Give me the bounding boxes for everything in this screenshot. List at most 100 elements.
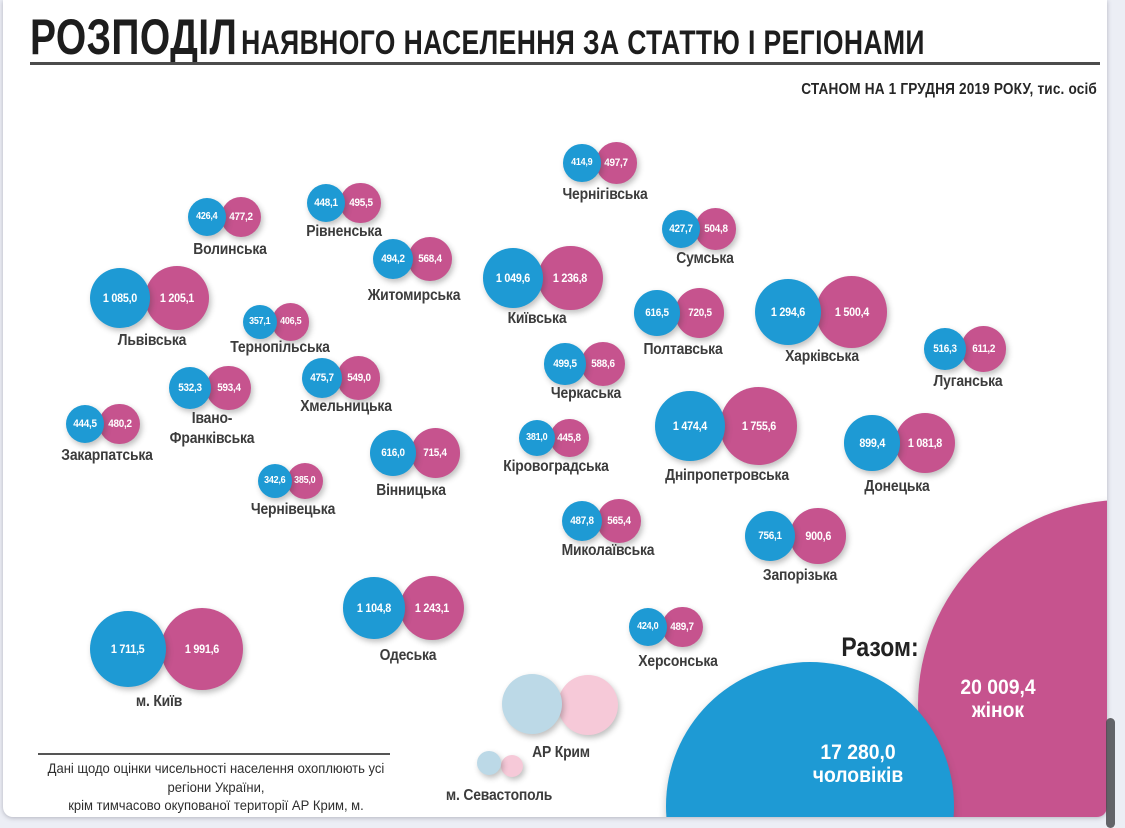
region-bubble-male-value: 616,5 [645,306,669,319]
region-bubble-male: 342,6 [257,463,293,499]
region-bubble-male: 494,2 [372,238,414,280]
region-bubble-female: 549,0 [337,356,381,400]
region-label: Івано- Франківська [169,410,255,447]
region-label: Кіровоградська [503,458,609,475]
region-label: Житомирська [367,287,461,304]
region-label: Закарпатська [61,447,153,464]
region-bubble-female: 1 991,6 [161,607,244,691]
region-bubble-female-value: 720,5 [687,306,712,319]
region-bubble-male: 357,1 [242,304,278,340]
region-label: Миколаївська [561,542,655,559]
region-bubble-female: 1 500,4 [816,276,888,348]
region-bubble-female-value: 504,8 [703,222,728,235]
infographic-canvas: РОЗПОДІЛ НАЯВНОГО НАСЕЛЕННЯ ЗА СТАТТЮ І … [3,0,1107,817]
region-bubble-female: 385,0 [287,462,324,500]
region-bubble-male-value: 357,1 [249,316,271,328]
infographic-page: РОЗПОДІЛ НАЯВНОГО НАСЕЛЕННЯ ЗА СТАТТЮ І … [3,0,1107,817]
region-bubble-female: 593,4 [206,365,252,411]
region-bubble-male-value: 424,0 [637,621,659,633]
region-bubble-male-value: 444,5 [73,417,97,430]
region-bubble-female: 1 205,1 [145,266,210,330]
region-bubble-female-value: 611,2 [972,342,996,355]
region-bubble-male-value: 1 049,6 [495,270,531,285]
scrollbar-thumb[interactable] [1106,718,1115,828]
region-bubble-female-value: 568,4 [418,252,443,265]
region-bubble-female: 480,2 [99,403,140,445]
region-bubble-female-value: 480,2 [107,417,132,430]
totals-label: Разом: [841,632,919,662]
region-bubble-male: 381,0 [519,420,555,456]
region-bubble-male: 756,1 [744,510,796,562]
region-bubble-female-nodata [558,675,618,735]
region-bubble-female-value: 477,2 [229,210,253,223]
region-label: АР Крим [532,744,590,761]
page-title-main: РОЗПОДІЛ [30,9,238,65]
region-label: м. Севастополь [445,787,553,804]
region-bubble-female-value: 489,7 [670,620,695,633]
region-bubble-female-value: 715,4 [423,446,448,459]
region-label: Дніпропетровська [665,467,789,484]
region-bubble-male-value: 1 474,4 [672,418,708,433]
region-label: Донецька [864,478,930,495]
region-bubble-female: 715,4 [410,428,461,478]
region-bubble-male-value: 475,7 [310,371,334,384]
region-bubble-male: 475,7 [301,357,343,399]
region-bubble-female: 497,7 [595,142,637,184]
region-bubble-female: 611,2 [960,326,1007,372]
region-label: Хмельницька [300,398,392,415]
title-divider [30,62,1100,65]
region-bubble-female-value: 385,0 [294,475,316,487]
region-label: Київська [507,310,567,327]
page-title: РОЗПОДІЛ НАЯВНОГО НАСЕЛЕННЯ ЗА СТАТТЮ І … [30,8,925,66]
region-bubble-male-value: 427,7 [669,222,693,235]
region-bubble-male: 1 294,6 [754,278,822,346]
region-bubble-male-nodata [477,751,501,775]
region-bubble-male: 499,5 [544,343,586,385]
region-label: Рівненська [306,223,382,240]
region-bubble-female-value: 406,5 [280,316,302,328]
region-bubble-male: 1 049,6 [483,248,543,308]
region-bubble-male-value: 1 104,8 [356,600,392,615]
region-bubble-female: 1 236,8 [537,245,603,311]
region-label: Полтавська [643,341,723,358]
region-bubble-female: 1 755,6 [720,387,798,465]
region-bubble-male-value: 487,8 [570,514,594,527]
region-bubble-male-value: 381,0 [526,432,548,444]
region-bubble-male-value: 499,5 [553,357,577,370]
region-bubble-female: 565,4 [597,499,642,543]
region-bubble-female-value: 495,5 [349,196,373,209]
region-bubble-male: 1 104,8 [343,577,405,639]
region-label: м. Київ [135,693,183,710]
total-male-value: 17 280,0 чоловіків [812,741,904,787]
region-bubble-male: 448,1 [306,183,346,223]
region-bubble-female: 720,5 [674,288,725,338]
region-bubble-male-value: 426,4 [196,211,218,223]
region-bubble-female: 495,5 [340,182,382,224]
region-bubble-female-value: 1 755,6 [741,418,776,433]
total-female-value: 20 009,4 жінок [960,676,1036,722]
region-bubble-male: 532,3 [168,366,212,410]
region-bubble-female: 1 081,8 [894,412,956,474]
region-bubble-female-value: 1 991,6 [185,641,220,656]
footer-divider [38,753,390,755]
footer-note: Дані щодо оцінки чисельності населення о… [47,760,385,817]
region-bubble-male: 616,0 [370,430,416,476]
region-bubble-female: 900,6 [790,508,846,564]
region-bubble-male-value: 1 294,6 [770,304,806,319]
region-label: Харківська [785,348,859,365]
region-bubble-male-value: 1 085,0 [102,290,138,305]
region-bubble-male: 414,9 [563,144,601,182]
subtitle-date-units: СТАНОМ НА 1 ГРУДНЯ 2019 РОКУ, тис. осіб [801,81,1097,98]
region-label: Черкаська [550,385,622,402]
region-label: Одеська [379,647,437,664]
region-bubble-male: 516,3 [924,328,966,370]
region-label: Львівська [117,332,187,349]
region-bubble-female: 445,8 [549,418,589,458]
region-bubble-female-value: 1 243,1 [414,600,450,615]
region-bubble-male-value: 494,2 [381,252,405,265]
region-bubble-male: 899,4 [844,415,900,471]
region-label: Вінницька [376,482,446,499]
region-label: Запорізька [762,567,838,584]
region-label: Тернопільська [230,339,330,356]
region-bubble-female: 406,5 [272,303,310,341]
